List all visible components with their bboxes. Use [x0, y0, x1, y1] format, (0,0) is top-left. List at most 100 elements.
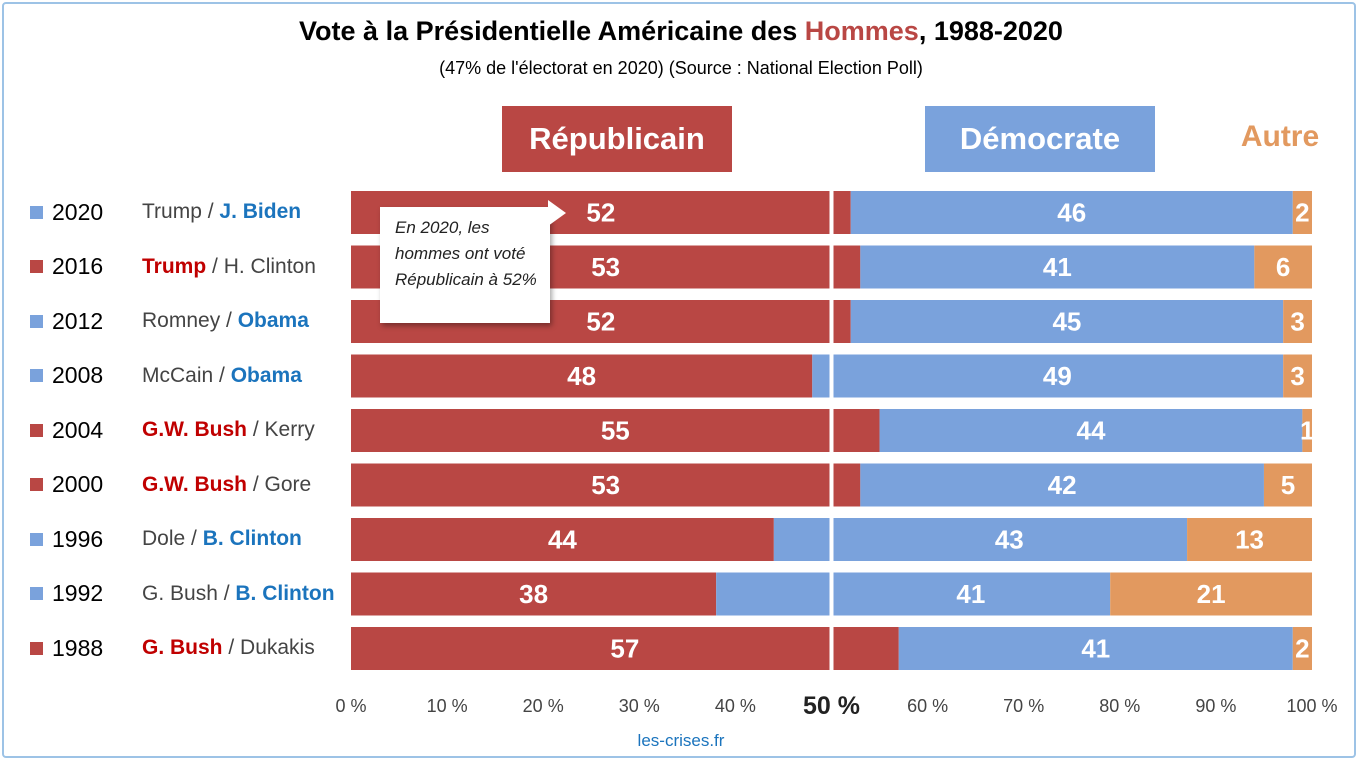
winner-marker — [30, 205, 43, 219]
row-year: 1988 — [52, 634, 104, 661]
bar-republican-2004 — [351, 409, 880, 452]
chart-subtitle: (47% de l'électorat en 2020) (Source : N… — [439, 58, 923, 78]
row-year: 2008 — [52, 362, 104, 388]
data-label-republican-1992: 38 — [519, 579, 548, 609]
title-highlight: Hommes — [804, 16, 919, 46]
row-year: 2000 — [52, 471, 104, 497]
x-tick-label: 60 % — [907, 696, 948, 716]
bar-republican-1996 — [351, 518, 774, 561]
winner-marker — [30, 369, 43, 382]
row-label-1996: 1996 Dole / B. Clinton — [30, 521, 302, 557]
bar-other-2008 — [1283, 354, 1312, 398]
republican-candidate: G. Bush — [142, 581, 218, 605]
republican-candidate: Dole — [142, 527, 186, 550]
separator: / — [213, 363, 231, 387]
row-candidates: G.W. Bush / Kerry — [142, 418, 315, 442]
callout-pointer — [548, 200, 566, 226]
bar-democrat-1992 — [716, 572, 1111, 616]
bar-other-1992 — [1110, 572, 1312, 616]
democrat-candidate: J. Biden — [219, 200, 302, 223]
republican-candidate: Romney — [142, 309, 221, 332]
democrat-candidate: H. Clinton — [223, 254, 316, 278]
data-label-other-2012: 3 — [1290, 307, 1304, 337]
bar-democrat-2004 — [879, 409, 1303, 452]
data-label-republican-2008: 48 — [567, 361, 596, 391]
separator: / — [220, 309, 238, 332]
republican-candidate: McCain — [142, 363, 214, 387]
row-year: 2020 — [52, 198, 104, 225]
bar-republican-2000 — [351, 463, 861, 507]
x-tick-label: 0 % — [335, 696, 366, 716]
bar-other-2004 — [1302, 409, 1312, 452]
row-label-1988: 1988 G. Bush / Dukakis — [30, 630, 315, 666]
bar-republican-1992 — [351, 572, 717, 616]
data-label-other-1988: 2 — [1295, 634, 1309, 664]
x-tick-label: 40 % — [715, 696, 756, 716]
data-label-republican-2004: 55 — [601, 416, 630, 446]
title-years: , 1988-2020 — [918, 16, 1063, 46]
row-candidates: McCain / Obama — [142, 364, 302, 388]
separator: / — [222, 636, 241, 659]
callout-note: En 2020, les hommes ont voté Républicain… — [380, 207, 550, 323]
row-candidates: G. Bush / Dukakis — [142, 636, 315, 660]
row-candidates: G.W. Bush / Gore — [142, 473, 311, 497]
republican-candidate: Trump — [142, 254, 207, 278]
winner-marker — [30, 532, 43, 546]
democrat-candidate: Obama — [237, 309, 309, 332]
bar-other-1996 — [1187, 518, 1312, 561]
row-year: 1996 — [52, 525, 104, 552]
bar-democrat-2016 — [860, 245, 1255, 289]
bar-other-2012 — [1283, 300, 1312, 343]
x-tick-label: 80 % — [1099, 696, 1140, 716]
x-tick-label: 20 % — [523, 696, 564, 716]
bar-other-2000 — [1263, 463, 1312, 507]
bar-republican-2008 — [351, 354, 813, 398]
chart-title: Vote à la Présidentielle Américaine des … — [0, 16, 1362, 47]
winner-marker — [30, 478, 43, 491]
data-label-democrat-2012: 45 — [1052, 307, 1081, 337]
row-candidates: Trump / J. Biden — [142, 200, 301, 224]
data-label-democrat-2008: 49 — [1043, 361, 1072, 391]
row-label-2004: 2004 G.W. Bush / Kerry — [30, 412, 315, 448]
row-year: 2012 — [52, 307, 104, 334]
separator: / — [206, 254, 224, 278]
bar-democrat-2008 — [812, 354, 1284, 398]
republican-candidate: G.W. Bush — [142, 418, 247, 441]
bar-republican-1988 — [351, 627, 899, 670]
separator: / — [217, 581, 236, 605]
row-candidates: Trump / H. Clinton — [142, 255, 316, 279]
data-label-republican-2016: 53 — [591, 252, 620, 282]
data-label-democrat-1992: 41 — [956, 579, 985, 609]
x-tick-label: 30 % — [619, 696, 660, 716]
separator: / — [185, 527, 203, 550]
bar-democrat-1996 — [773, 518, 1188, 561]
democrat-candidate: Obama — [230, 363, 302, 387]
row-candidates: Dole / B. Clinton — [142, 527, 302, 551]
winner-marker — [30, 314, 43, 328]
data-label-republican-2000: 53 — [591, 470, 620, 500]
row-candidates: Romney / Obama — [142, 309, 309, 333]
x-tick-label: 10 % — [427, 696, 468, 716]
x-tick-label: 90 % — [1195, 696, 1236, 716]
data-label-other-2000: 5 — [1281, 470, 1295, 500]
data-label-other-2016: 6 — [1276, 252, 1290, 282]
data-label-democrat-1996: 43 — [995, 525, 1024, 555]
winner-marker — [30, 423, 43, 437]
separator: / — [247, 472, 265, 496]
row-label-2008: 2008 McCain / Obama — [30, 358, 302, 394]
data-label-republican-1996: 44 — [548, 525, 577, 555]
democrat-candidate: Dukakis — [240, 636, 315, 659]
democrat-candidate: Kerry — [264, 418, 315, 441]
data-label-other-1992: 21 — [1197, 579, 1226, 609]
row-year: 2016 — [52, 253, 104, 279]
republican-candidate: G.W. Bush — [142, 472, 247, 496]
data-label-democrat-2016: 41 — [1043, 252, 1072, 282]
row-label-2020: 2020 Trump / J. Biden — [30, 194, 301, 230]
separator: / — [201, 200, 220, 223]
bar-other-2020 — [1292, 191, 1312, 234]
data-label-democrat-2000: 42 — [1048, 470, 1077, 500]
row-year: 1992 — [52, 580, 104, 606]
data-label-other-2008: 3 — [1290, 361, 1304, 391]
row-label-2000: 2000 G.W. Bush / Gore — [30, 467, 311, 503]
